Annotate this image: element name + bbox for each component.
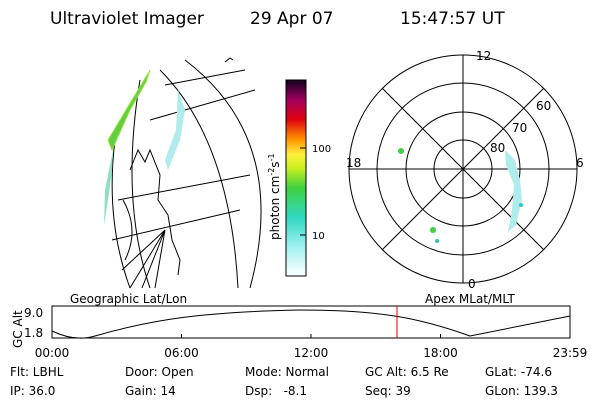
mlt-label: 6	[576, 156, 584, 170]
footer-field: Mode: Normal	[245, 365, 329, 379]
date: 29 Apr 07	[250, 9, 333, 29]
time-label: 18:00	[423, 346, 458, 360]
time-label: 12:00	[294, 346, 329, 360]
footer-field: Flt: LBHL	[10, 365, 64, 379]
footer-field: GC Alt: 6.5 Re	[365, 365, 449, 379]
mlt-label: 12	[476, 49, 491, 63]
colorbar-tick-label: 10	[312, 231, 325, 242]
altitude-y-label: 9.0	[24, 306, 43, 320]
mlt-label: 0	[468, 277, 476, 291]
geo-map	[104, 57, 262, 289]
time-label: 06:00	[164, 346, 199, 360]
footer-field: Seq: 39	[365, 384, 411, 398]
polar-plot	[348, 54, 578, 284]
panel-label: Apex MLat/MLT	[425, 292, 515, 306]
panel-label: Geographic Lat/Lon	[70, 292, 187, 306]
label-base: photon cm	[268, 176, 282, 240]
footer-field: Gain: 14	[125, 384, 176, 398]
label-exp: -2	[267, 168, 276, 176]
colorbar-tick-label: 100	[312, 144, 331, 155]
label-exp: -1	[267, 153, 276, 161]
time-label: 00:00	[35, 346, 70, 360]
lat-label: 60	[536, 99, 551, 113]
footer-field: IP: 36.0	[10, 384, 55, 398]
altitude-axis-label: GC Alt	[11, 310, 25, 348]
footer-field: GLon: 139.3	[485, 384, 558, 398]
altitude-frame	[51, 305, 571, 339]
altitude-y-label: 1.8	[24, 326, 43, 340]
footer-field: Dsp: -8.1	[245, 384, 307, 398]
colorbar	[285, 79, 307, 277]
mlt-label: 18	[346, 156, 361, 170]
altitude-curve	[51, 309, 571, 339]
lat-label: 70	[512, 121, 527, 135]
footer-field: Door: Open	[125, 365, 194, 379]
label-unit: s	[268, 161, 282, 167]
time-label: 23:59	[553, 346, 588, 360]
instrument: Ultraviolet Imager	[50, 9, 204, 29]
lat-label: 80	[490, 141, 505, 155]
colorbar-label: photon cm-2s-1	[267, 153, 282, 240]
footer-field: GLat: -74.6	[485, 365, 552, 379]
time: 15:47:57 UT	[400, 9, 505, 29]
